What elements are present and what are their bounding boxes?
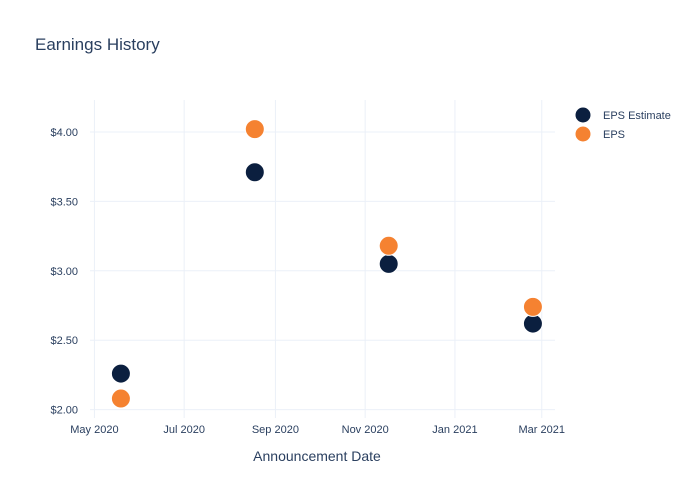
data-point[interactable] — [522, 296, 543, 317]
x-tick-label: Mar 2021 — [519, 424, 565, 436]
legend-item[interactable]: EPS — [574, 125, 625, 143]
y-tick-label: $2.00 — [50, 405, 78, 417]
legend-label: EPS — [603, 129, 625, 141]
y-axis-ticks: $2.00 $2.50 $3.00 $3.50 $4.00 — [50, 127, 78, 417]
x-tick-label: Jul 2020 — [163, 424, 205, 436]
series-eps — [110, 119, 543, 409]
data-points — [110, 119, 543, 409]
y-tick-label: $3.00 — [50, 266, 78, 278]
data-point[interactable] — [244, 119, 265, 140]
data-point[interactable] — [378, 253, 399, 274]
y-tick-label: $4.00 — [50, 127, 78, 139]
x-tick-label: May 2020 — [70, 424, 118, 436]
legend-item[interactable]: EPS Estimate — [574, 106, 671, 124]
x-axis-ticks: May 2020 Jul 2020 Sep 2020 Nov 2020 Jan 2021… — [70, 424, 565, 436]
y-tick-label: $3.50 — [50, 196, 78, 208]
data-point[interactable] — [378, 235, 399, 256]
data-point[interactable] — [522, 313, 543, 334]
series-eps-estimate — [110, 162, 543, 384]
grid-lines — [90, 100, 555, 418]
legend-marker — [574, 125, 592, 143]
x-tick-label: Nov 2020 — [342, 424, 389, 436]
x-tick-label: Jan 2021 — [432, 424, 477, 436]
x-tick-label: Sep 2020 — [252, 424, 299, 436]
data-point[interactable] — [110, 388, 131, 409]
legend-marker — [574, 106, 592, 124]
legend[interactable]: EPS Estimate EPS — [574, 106, 671, 143]
data-point[interactable] — [244, 162, 265, 183]
y-tick-label: $2.50 — [50, 335, 78, 347]
data-point[interactable] — [110, 363, 131, 384]
chart-title: Earnings History — [35, 35, 160, 54]
legend-label: EPS Estimate — [603, 110, 671, 122]
x-axis-title: Announcement Date — [253, 448, 381, 464]
